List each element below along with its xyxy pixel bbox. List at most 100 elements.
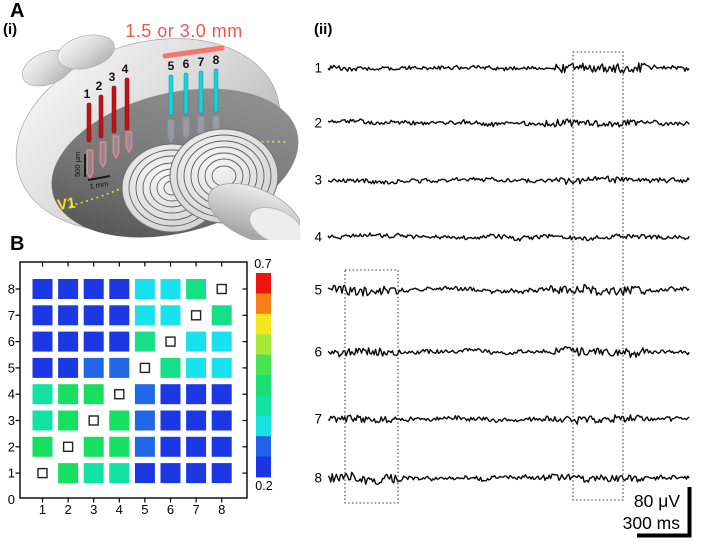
colorbar-band	[256, 354, 271, 376]
matrix-cell	[109, 279, 130, 299]
electrode-6	[183, 72, 189, 115]
matrix-cell	[134, 410, 155, 431]
v1-border-dashed-line	[69, 140, 287, 207]
matrix-cell	[186, 436, 207, 457]
trace-label: 5	[314, 283, 322, 298]
x-tick-label: 1	[39, 502, 46, 517]
voltage-traces-panel: 1 2 3 4 5 6 7 8 80 μV 300 ms	[314, 51, 692, 538]
voltage-trace-8	[327, 471, 690, 485]
matrix-cell	[211, 463, 232, 484]
matrix-diagonal-marker	[165, 336, 176, 347]
x-tick-label: 3	[90, 502, 97, 517]
electrode-2	[98, 94, 104, 139]
y-tick-label: 0	[8, 492, 15, 507]
matrix-cell	[211, 410, 232, 431]
matrix-cells	[32, 279, 232, 484]
electrode-3	[111, 85, 117, 134]
matrix-cell	[58, 463, 79, 484]
scalebar-voltage-label: 80 μV	[634, 491, 680, 511]
matrix-cell	[160, 305, 181, 326]
inserted-pin	[99, 141, 107, 169]
matrix-axis-labels: 1 2 3 4 5 6 7 8 8 7 6 5 4 3 2 1 0	[8, 282, 226, 518]
matrix-cell	[160, 384, 181, 405]
colorbar-band	[256, 395, 271, 417]
matrix-cell	[160, 357, 181, 378]
trace-label: 1	[314, 61, 322, 76]
matrix-cell	[109, 463, 130, 484]
electrode-number: 8	[213, 53, 220, 67]
electrode-number: 6	[183, 57, 190, 71]
electrode-7	[198, 70, 204, 114]
voltage-trace-5	[327, 283, 690, 297]
x-tick-label: 4	[116, 502, 123, 517]
voltage-trace-2	[327, 118, 690, 128]
matrix-cell	[32, 410, 53, 431]
y-tick-label: 1	[8, 466, 15, 481]
y-tick-label: 8	[8, 282, 15, 297]
matrix-cell	[109, 410, 130, 431]
matrix-cell	[160, 279, 181, 299]
matrix-cell	[134, 384, 155, 405]
matrix-diagonal-marker	[88, 415, 99, 426]
similarity-matrix-chart: 1 2 3 4 5 6 7 8 8 7 6 5 4 3 2 1 0 0.7 0.2	[8, 257, 273, 518]
colorbar	[256, 273, 271, 478]
matrix-cell	[186, 279, 207, 299]
matrix-cell	[83, 279, 104, 299]
matrix-diagonal-marker	[216, 283, 227, 295]
matrix-cell	[58, 384, 79, 405]
matrix-cell	[211, 305, 232, 326]
voltage-trace-1	[327, 62, 690, 74]
width-scale-label: 1 mm	[89, 179, 109, 191]
x-tick-label: 7	[192, 502, 199, 517]
matrix-axis-ticks	[15, 262, 247, 503]
matrix-cell	[83, 436, 104, 457]
matrix-cell	[32, 331, 53, 352]
colorbar-band	[256, 273, 271, 294]
panel-a-label: A	[10, 0, 25, 22]
electrode-1	[86, 102, 92, 143]
scalebar-time-label: 300 ms	[623, 513, 681, 533]
trace-label: 7	[314, 412, 322, 427]
colorbar-band	[256, 313, 271, 335]
depth-scale-label: 500 μm	[73, 152, 82, 177]
matrix-cell	[83, 463, 104, 484]
inserted-pin	[125, 131, 133, 154]
voltage-trace-4	[327, 232, 690, 242]
matrix-cell	[32, 305, 53, 326]
brainstem	[207, 183, 300, 240]
scale-marks: 500 μm 1 mm	[73, 152, 111, 191]
x-tick-label: 2	[64, 502, 71, 517]
y-tick-label: 2	[8, 439, 15, 454]
electrode-number: 2	[96, 79, 103, 93]
matrix-cell	[83, 305, 104, 326]
highlight-box-right	[572, 51, 624, 501]
inserted-electrode-pins-cyan	[167, 115, 220, 144]
inserted-pin	[182, 117, 190, 141]
matrix-cell	[83, 384, 104, 405]
colorbar-band	[256, 415, 271, 437]
trace-label: 2	[314, 116, 322, 131]
y-tick-label: 7	[8, 308, 15, 323]
matrix-cell	[32, 384, 53, 405]
matrix-cell	[58, 357, 79, 378]
matrix-cell	[83, 331, 104, 352]
inserted-electrode-pins-red	[86, 131, 133, 180]
highlight-box-left	[344, 269, 399, 504]
matrix-cell	[134, 331, 155, 352]
inserted-pin	[112, 135, 120, 160]
trace-label: 8	[314, 471, 322, 486]
matrix-cell	[83, 357, 104, 378]
frontal-lobe	[57, 34, 115, 70]
distance-annotation-bar	[162, 45, 225, 59]
panel-b-label: B	[10, 233, 25, 255]
matrix-cell	[186, 384, 207, 405]
matrix-diagonal-marker	[37, 467, 48, 479]
matrix-cell	[32, 279, 53, 299]
matrix-cell	[211, 331, 232, 352]
v1-label: V1	[56, 195, 77, 214]
matrix-cell	[186, 331, 207, 352]
matrix-cell	[58, 331, 79, 352]
matrix-diagonal-marker	[190, 310, 202, 321]
